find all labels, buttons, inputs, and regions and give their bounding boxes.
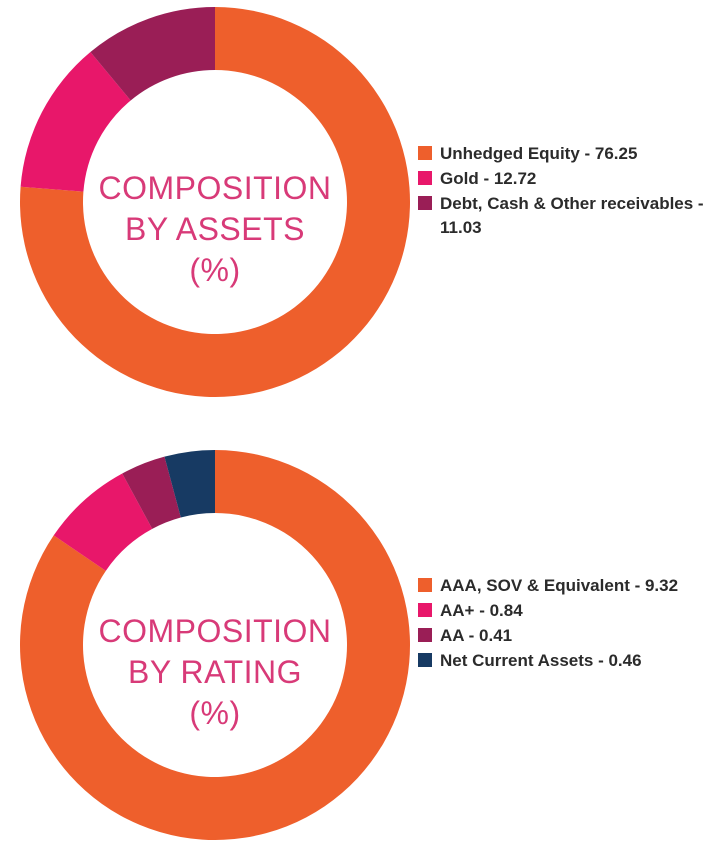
rating-title-line-3: (%)	[189, 695, 241, 731]
assets-title-line-3: (%)	[189, 252, 241, 288]
rating-donut-chart	[20, 450, 410, 840]
rating-title-line-1: COMPOSITION	[98, 613, 332, 649]
assets-title-line-2: BY ASSETS	[125, 211, 305, 247]
assets-chart-title: COMPOSITION BY ASSETS (%)	[20, 168, 410, 291]
assets-donut-chart	[20, 7, 410, 397]
assets-legend-label-2: Gold - 12.72	[440, 169, 537, 188]
assets-slice-3	[90, 7, 215, 101]
rating-legend-swatch-4	[418, 653, 432, 667]
rating-legend-label-2: AA+ - 0.84	[440, 601, 523, 620]
assets-legend-label-3: Debt, Cash & Other receivables - 11.03	[440, 194, 704, 237]
rating-legend: AAA, SOV & Equivalent - 9.32 AA+ - 0.84 AA…	[418, 574, 718, 674]
assets-legend-swatch-3	[418, 196, 432, 210]
rating-title-line-2: BY RATING	[127, 654, 302, 690]
rating-slice-1	[20, 450, 410, 840]
rating-legend-swatch-2	[418, 603, 432, 617]
assets-legend-item-1: Unhedged Equity - 76.25	[418, 142, 718, 166]
assets-title-line-1: COMPOSITION	[98, 170, 332, 206]
rating-legend-item-3: AA - 0.41	[418, 624, 718, 648]
assets-slice-1	[20, 7, 410, 397]
assets-legend-swatch-1	[418, 146, 432, 160]
rating-legend-item-2: AA+ - 0.84	[418, 599, 718, 623]
rating-legend-swatch-3	[418, 628, 432, 642]
rating-legend-label-4: Net Current Assets - 0.46	[440, 651, 642, 670]
rating-chart-title: COMPOSITION BY RATING (%)	[20, 611, 410, 734]
rating-legend-label-1: AAA, SOV & Equivalent - 9.32	[440, 576, 679, 595]
rating-legend-label-3: AA - 0.41	[440, 626, 513, 645]
rating-slice-3	[122, 456, 181, 529]
rating-legend-item-1: AAA, SOV & Equivalent - 9.32	[418, 574, 718, 598]
rating-legend-swatch-1	[418, 578, 432, 592]
assets-legend-swatch-2	[418, 171, 432, 185]
rating-slice-4	[164, 450, 215, 518]
rating-legend-item-4: Net Current Assets - 0.46	[418, 649, 718, 673]
assets-legend-label-1: Unhedged Equity - 76.25	[440, 144, 638, 163]
assets-legend: Unhedged Equity - 76.25 Gold - 12.72 Debt,…	[418, 142, 718, 241]
assets-legend-item-2: Gold - 12.72	[418, 167, 718, 191]
assets-legend-item-3: Debt, Cash & Other receivables - 11.03	[418, 192, 718, 240]
rating-slice-2	[53, 473, 153, 571]
assets-slice-2	[20, 51, 131, 192]
